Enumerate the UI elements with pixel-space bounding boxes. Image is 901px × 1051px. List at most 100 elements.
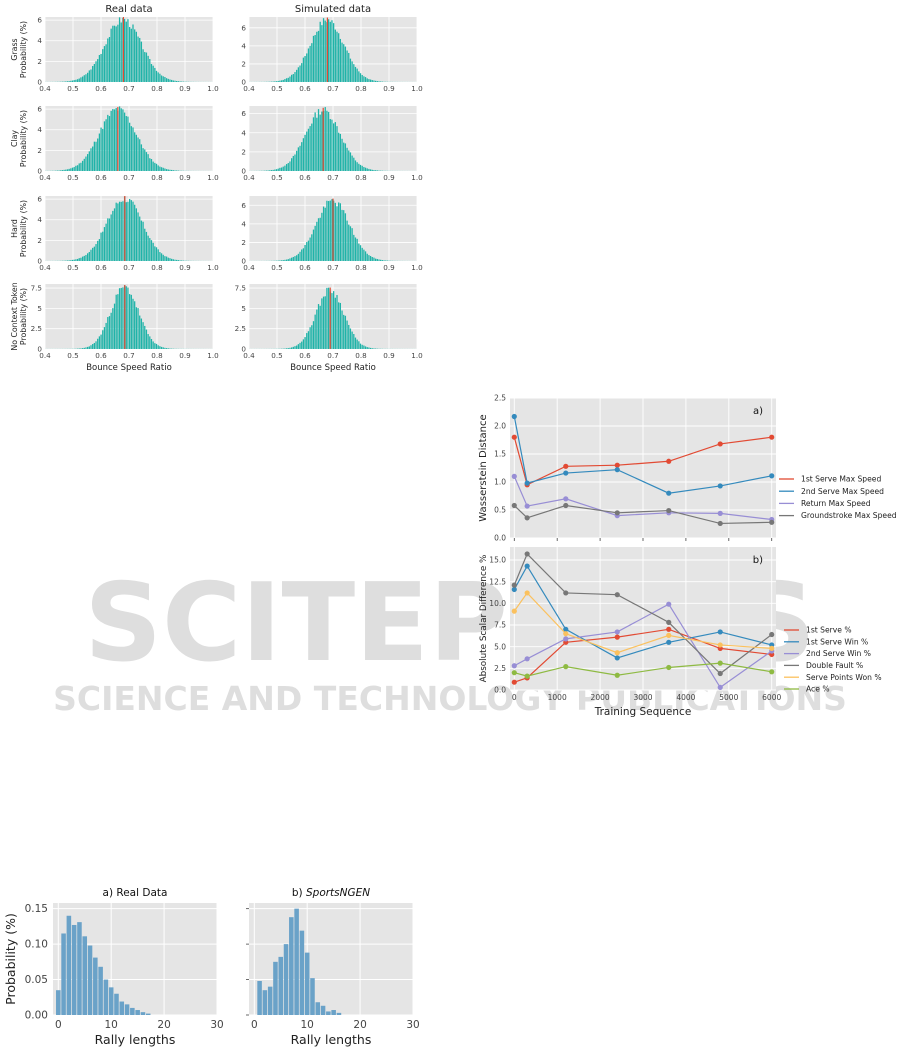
histogram-bar [85, 347, 87, 349]
row-label: Grass [10, 38, 19, 60]
histogram-bar [157, 165, 159, 171]
histogram-bar [351, 228, 353, 261]
histogram-bar [113, 303, 116, 349]
histogram-bar [105, 44, 107, 82]
histogram-bar [356, 238, 358, 261]
histogram-bar [353, 157, 355, 171]
rally-bar [289, 917, 294, 1015]
histogram-bar [371, 348, 373, 349]
x-tick-label: 0.5 [271, 84, 282, 93]
histogram-bar [321, 111, 323, 171]
x-tick-label: 10 [301, 1019, 314, 1031]
y-tick-label: 0 [37, 257, 42, 266]
histogram-bar [348, 52, 350, 82]
histogram-bar [353, 64, 355, 82]
y-tick-label: 5.0 [494, 642, 506, 651]
histogram-bar [304, 337, 306, 349]
histogram-bar [176, 259, 178, 261]
histogram-bar [125, 286, 127, 349]
histogram-bar [369, 79, 372, 82]
histogram-bar [93, 342, 95, 349]
y-tick-label: 2 [37, 236, 42, 245]
histogram-bar [165, 348, 168, 349]
histogram-bar [80, 348, 82, 349]
histogram-bar [309, 327, 311, 349]
histogram-bar [176, 170, 178, 171]
histogram-bar [157, 72, 159, 82]
data-point [563, 470, 569, 476]
histogram-bar [171, 258, 173, 261]
histogram-bar [76, 258, 79, 261]
rally-bar [315, 1002, 321, 1015]
histogram-bar [361, 344, 363, 349]
legend-label: 2nd Serve Win % [806, 649, 871, 658]
legend-label: Groundstroke Max Speed [801, 511, 897, 520]
histogram-bar [375, 258, 377, 261]
histogram-bar [172, 170, 174, 171]
rally-bar [310, 978, 315, 1015]
data-point [666, 619, 672, 626]
histogram-bar [83, 75, 85, 82]
y-tick-label: 7.5 [31, 284, 42, 293]
x-tick-label: 0.6 [299, 263, 311, 272]
histogram-bar [142, 49, 144, 82]
x-tick-label: 0.9 [179, 84, 191, 93]
histogram-bar [301, 63, 303, 82]
histogram-bar [349, 226, 352, 261]
histogram-bar [132, 24, 134, 83]
histogram-bar [88, 346, 90, 349]
histogram-bar [142, 221, 144, 261]
histogram-bar [339, 302, 341, 349]
histogram-bar [317, 218, 320, 261]
histogram-bar [368, 347, 370, 349]
histogram-bar [78, 78, 80, 82]
x-tick-label: 0.5 [271, 173, 282, 182]
histogram-bar [291, 347, 293, 349]
data-point [524, 480, 530, 486]
histogram-bar [339, 133, 341, 171]
histogram-bar [333, 23, 335, 82]
data-point [614, 467, 620, 473]
x-tick-label: 1.0 [411, 263, 423, 272]
y-tick-label: 0 [241, 167, 246, 176]
row-axis-label: GrassProbability (%) [10, 21, 28, 78]
y-tick-label: 7.5 [494, 621, 506, 630]
row-label: No Context Token [10, 282, 19, 350]
histogram-bar [129, 198, 131, 261]
histogram-bar [107, 114, 109, 171]
histogram-bar [312, 321, 315, 349]
x-tick-label: 0.7 [123, 173, 134, 182]
x-tick-label: 6000 [762, 693, 781, 702]
histogram-bar [129, 27, 131, 82]
histogram-bar [344, 143, 347, 171]
y-tick-label: 15.0 [489, 556, 506, 565]
histogram-bar [120, 201, 122, 261]
histogram-bar [341, 138, 343, 171]
histogram-bar [145, 152, 148, 171]
histogram-bar [329, 200, 331, 261]
histogram-bar [140, 220, 143, 261]
histogram-bar [334, 202, 336, 261]
histogram-bar [105, 223, 107, 261]
data-point [511, 473, 517, 479]
y-tick-label: 5 [241, 304, 246, 313]
x-tick-label: 0.6 [299, 351, 311, 360]
histogram-bar [142, 322, 144, 349]
x-tick-label: 0.4 [39, 263, 51, 272]
y-tick-label: 6 [241, 109, 246, 118]
histogram-bar [267, 170, 269, 171]
histogram-bar [333, 291, 335, 349]
histogram-bar [162, 347, 164, 349]
histogram-bar [321, 212, 323, 261]
histogram-bar [75, 259, 77, 261]
histogram-bar [118, 106, 121, 171]
histogram-bar [302, 339, 305, 349]
data-point [511, 663, 517, 669]
y-tick-label: 2.5 [31, 324, 42, 333]
histogram-bar [102, 231, 104, 261]
histogram-bar [149, 336, 151, 349]
x-tick-label: 0.5 [271, 351, 282, 360]
histogram-bar [130, 28, 132, 83]
histogram-bar [154, 162, 156, 171]
histogram-bar [311, 234, 313, 261]
